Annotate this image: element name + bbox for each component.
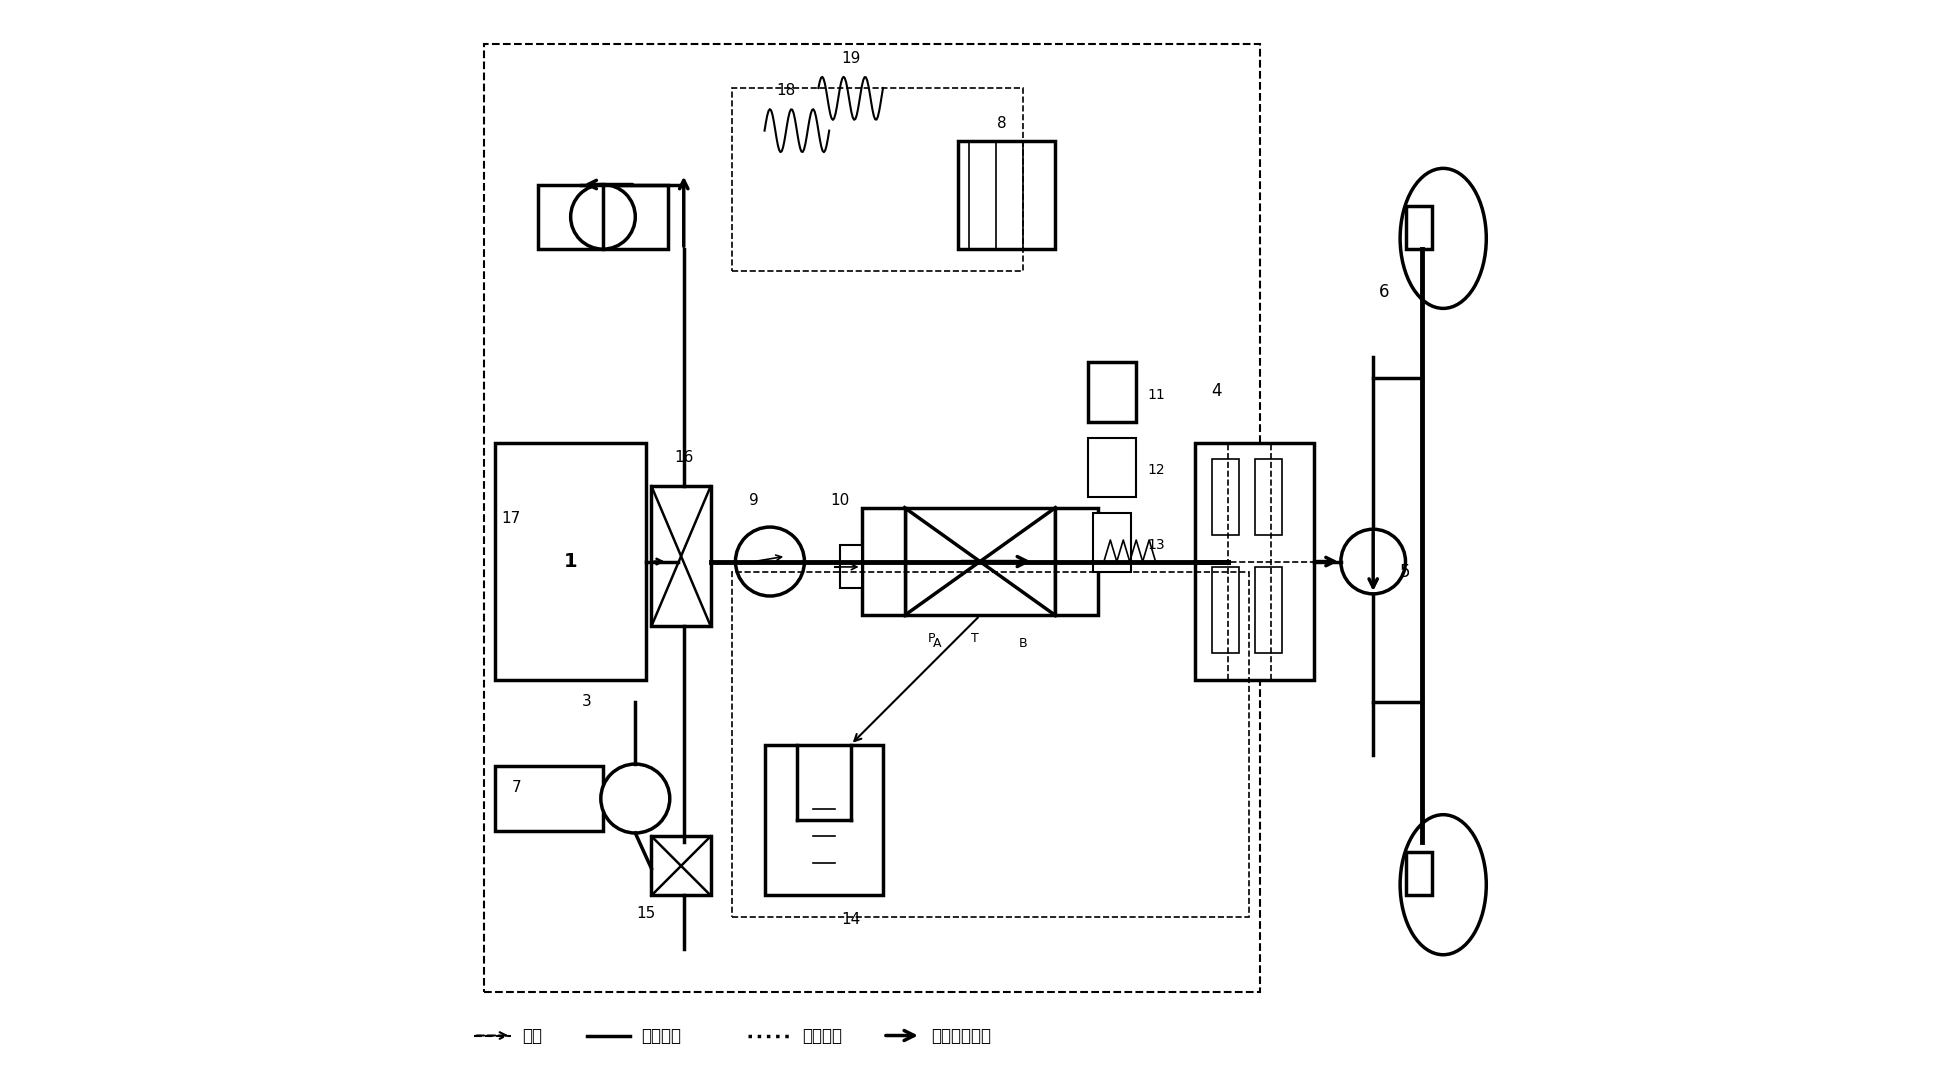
Bar <box>496 766 604 831</box>
Circle shape <box>602 764 670 833</box>
Text: 18: 18 <box>776 83 796 98</box>
Bar <box>862 508 906 616</box>
Circle shape <box>1341 529 1405 594</box>
Bar <box>1094 513 1131 572</box>
Text: 9: 9 <box>749 492 759 508</box>
Text: 5: 5 <box>1399 564 1411 581</box>
Text: 11: 11 <box>1147 388 1164 402</box>
Text: 3: 3 <box>582 694 592 710</box>
Text: 19: 19 <box>841 51 860 66</box>
Bar <box>1405 852 1433 895</box>
Text: T: T <box>970 632 978 645</box>
Bar <box>958 141 1054 249</box>
Text: 10: 10 <box>831 492 849 508</box>
Text: 1: 1 <box>564 552 578 571</box>
Bar <box>1254 459 1282 535</box>
Text: P: P <box>927 632 935 645</box>
Bar <box>1054 508 1098 616</box>
Bar <box>1196 443 1313 680</box>
Ellipse shape <box>1399 168 1486 309</box>
Bar <box>906 508 1054 616</box>
Text: 12: 12 <box>1147 463 1164 477</box>
Bar <box>1211 459 1239 535</box>
Bar <box>539 185 668 249</box>
Bar <box>651 836 711 895</box>
Bar <box>733 87 1023 271</box>
Text: 线控: 线控 <box>521 1026 543 1044</box>
Text: 16: 16 <box>674 449 694 464</box>
Text: 14: 14 <box>841 912 860 927</box>
Bar <box>1211 567 1239 653</box>
Ellipse shape <box>1399 814 1486 955</box>
Bar <box>651 486 711 626</box>
Text: 13: 13 <box>1147 539 1164 552</box>
Text: 动力传递路线: 动力传递路线 <box>931 1026 992 1044</box>
Bar <box>1405 206 1433 249</box>
Text: 6: 6 <box>1378 283 1390 301</box>
Circle shape <box>570 185 635 249</box>
Text: 机械连接: 机械连接 <box>641 1026 680 1044</box>
Text: 15: 15 <box>637 906 657 921</box>
Bar <box>1088 362 1137 421</box>
Text: 4: 4 <box>1211 382 1223 400</box>
Bar <box>496 443 647 680</box>
Text: 液压连接: 液压连接 <box>802 1026 843 1044</box>
Bar <box>841 545 862 589</box>
Text: A: A <box>933 637 941 650</box>
Bar <box>484 44 1260 993</box>
Bar <box>764 745 884 895</box>
Bar <box>1088 437 1137 497</box>
Bar <box>1254 567 1282 653</box>
Text: B: B <box>1019 637 1027 650</box>
Bar <box>733 572 1249 917</box>
Text: 7: 7 <box>512 780 521 795</box>
Circle shape <box>735 527 804 596</box>
Text: 8: 8 <box>998 116 1005 131</box>
Text: 17: 17 <box>502 511 521 526</box>
